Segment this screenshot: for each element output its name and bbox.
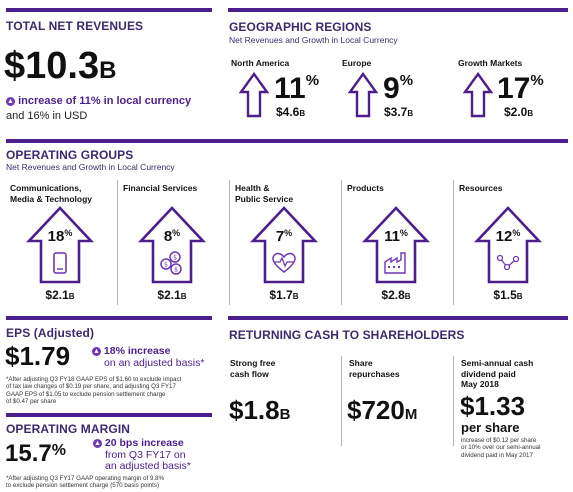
- group-name-communications: Communications, Media & Technology: [10, 183, 93, 204]
- house-arrow-icon: [362, 206, 430, 284]
- up-arrow-outline-icon: [348, 72, 378, 118]
- region-pct-europe: 9%: [383, 72, 414, 105]
- house-arrow-icon: [138, 206, 206, 284]
- operating-margin-footnote: *After adjusting Q3 FY17 GAAP operating …: [6, 475, 165, 490]
- cash-dividend-unit: per share: [461, 420, 520, 435]
- region-pct-growth-markets: 17%: [497, 72, 544, 105]
- operating-groups-top-bar: [6, 139, 568, 143]
- group-value-health-public-service: $1.7B: [269, 288, 299, 302]
- heartbeat-icon: [272, 252, 296, 273]
- up-arrow-outline-icon: [239, 72, 269, 118]
- operating-groups-title: OPERATING GROUPS: [6, 148, 134, 162]
- cash-label-share-repurchases: Share repurchases: [349, 358, 400, 379]
- region-name-north-america: North America: [231, 58, 290, 68]
- svg-text:$: $: [174, 267, 178, 274]
- house-arrow-icon: [474, 206, 542, 284]
- house-arrow-icon: [26, 206, 94, 284]
- region-value-growth-markets: $2.0B: [504, 105, 534, 119]
- returning-cash-title: RETURNING CASH TO SHAREHOLDERS: [229, 328, 465, 342]
- svg-text:$: $: [164, 262, 168, 269]
- cash-value-free-cash-flow: $1.8B: [229, 395, 291, 425]
- group-name-financial-services: Financial Services: [123, 183, 198, 193]
- up-arrow-icon: ▲: [92, 347, 101, 356]
- geographic-regions-title: GEOGRAPHIC REGIONS: [229, 20, 372, 34]
- svg-text:$: $: [173, 255, 177, 262]
- eps-top-bar: [6, 316, 212, 320]
- region-pct-north-america: 11%: [274, 72, 320, 105]
- cash-value-share-repurchases: $720M: [347, 395, 418, 425]
- total-net-revenues-value: $10.3B: [4, 45, 117, 87]
- up-arrow-icon: ▲: [93, 439, 102, 448]
- group-pct-products: 11%: [384, 228, 408, 245]
- geographic-top-bar: [228, 8, 568, 12]
- cash-label-free-cash-flow: Strong free cash flow: [230, 358, 276, 379]
- operating-margin-increase: ▲ 20 bps increase from Q3 FY17 on an adj…: [93, 437, 191, 472]
- geographic-regions-subtitle: Net Revenues and Growth in Local Currenc…: [229, 35, 398, 45]
- region-value-north-america: $4.6B: [276, 105, 306, 119]
- group-divider: [341, 180, 342, 305]
- total-increase-line: ▲ increase of 11% in local currency: [6, 95, 192, 107]
- eps-title: EPS (Adjusted): [6, 326, 95, 340]
- group-value-financial-services: $2.1B: [157, 288, 187, 302]
- group-pct-financial-services: 8%: [163, 228, 181, 245]
- group-pct-health-public-service: 7%: [275, 228, 293, 245]
- group-value-communications: $2.1B: [45, 288, 75, 302]
- cash-label-dividend: Semi-annual cash dividend paid May 2018: [461, 358, 534, 389]
- total-usd-line: and 16% in USD: [6, 110, 88, 122]
- group-divider: [117, 180, 118, 305]
- up-arrow-outline-icon: [463, 72, 493, 118]
- molecule-icon: [496, 254, 520, 271]
- operating-margin-title: OPERATING MARGIN: [6, 422, 131, 436]
- coins-icon: $ $ $: [160, 251, 182, 275]
- group-name-resources: Resources: [459, 183, 503, 193]
- region-name-growth-markets: Growth Markets: [458, 58, 523, 68]
- returning-cash-top-bar: [228, 316, 568, 320]
- group-value-products: $2.8B: [381, 288, 411, 302]
- cash-divider: [453, 356, 454, 446]
- operating-margin-value: 15.7%: [5, 440, 66, 467]
- cash-value-dividend: $1.33: [460, 391, 526, 421]
- group-name-products: Products: [347, 183, 384, 193]
- cash-dividend-note: increase of $0.12 per share or 10% over …: [461, 437, 541, 459]
- group-value-resources: $1.5B: [493, 288, 523, 302]
- total-revenues-top-bar: [6, 8, 212, 12]
- group-pct-communications: 18%: [47, 228, 73, 245]
- region-value-europe: $3.7B: [384, 105, 414, 119]
- eps-value: $1.79: [5, 341, 71, 371]
- total-net-revenues-title: TOTAL NET REVENUES: [6, 19, 144, 33]
- up-arrow-icon: ▲: [6, 97, 15, 106]
- eps-increase: ▲ 18% increase on an adjusted basis*: [92, 345, 205, 369]
- group-pct-resources: 12%: [495, 228, 521, 245]
- house-arrow-icon: [250, 206, 318, 284]
- operating-groups-subtitle: Net Revenues and Growth in Local Currenc…: [6, 162, 175, 172]
- operating-margin-top-bar: [6, 413, 212, 417]
- group-name-health-public-service: Health & Public Service: [235, 183, 294, 204]
- region-name-europe: Europe: [342, 58, 372, 68]
- eps-footnote: *After adjusting Q3 FY18 GAAP EPS of $1.…: [6, 376, 182, 406]
- factory-icon: [384, 252, 406, 274]
- smartphone-icon: [53, 252, 67, 274]
- group-divider: [453, 180, 454, 305]
- group-divider: [229, 180, 230, 305]
- cash-divider: [341, 356, 342, 446]
